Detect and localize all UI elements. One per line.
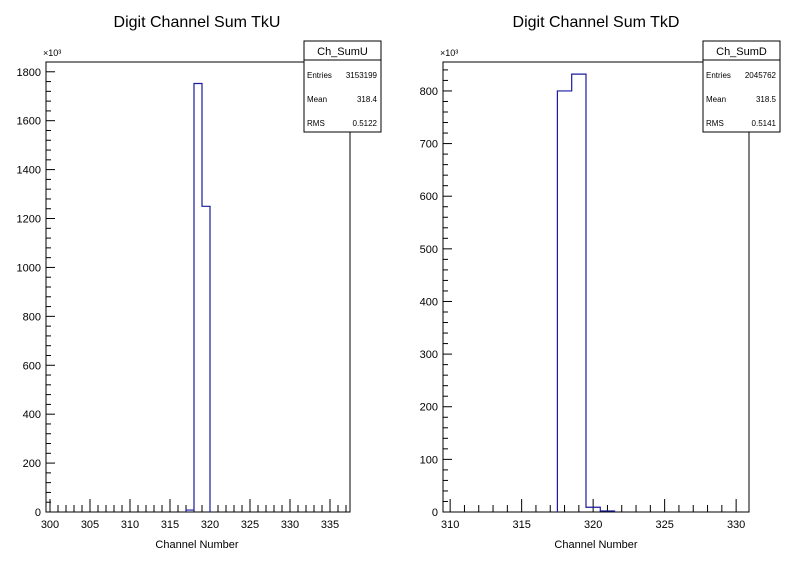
chart-title: Digit Channel Sum TkU bbox=[114, 14, 281, 31]
y-tick-label: 1000 bbox=[17, 262, 41, 274]
y-tick-label: 1800 bbox=[17, 67, 41, 79]
y-tick-label: 600 bbox=[23, 360, 41, 372]
x-tick-label: 300 bbox=[41, 519, 59, 531]
x-tick-label: 325 bbox=[655, 519, 673, 531]
y-tick-label: 500 bbox=[420, 244, 438, 256]
stats-box-frame bbox=[303, 40, 382, 133]
x-tick-label: 310 bbox=[121, 519, 139, 531]
histogram-outline bbox=[185, 82, 211, 512]
x-tick-label: 335 bbox=[321, 519, 339, 531]
x-axis-label: Channel Number bbox=[155, 539, 238, 551]
histogram-outline bbox=[556, 73, 616, 512]
y-tick-label: 800 bbox=[420, 86, 438, 98]
y-tick-label: 0 bbox=[432, 507, 438, 519]
histogram-bin bbox=[202, 206, 210, 512]
x-tick-label: 315 bbox=[512, 519, 530, 531]
stats-label: Mean bbox=[706, 95, 726, 104]
histogram-panel-1: Digit Channel Sum TkU 300 305 310 315 320 325 3… bbox=[17, 14, 382, 551]
y-tick-label: 400 bbox=[23, 409, 41, 421]
stats-box: Ch_SumD Entries 2045762 Mean 318.5 RMS 0.5141 bbox=[702, 40, 781, 133]
stats-value: 318.4 bbox=[357, 95, 378, 104]
stats-label: RMS bbox=[706, 119, 724, 128]
stats-value: 0.5141 bbox=[752, 119, 777, 128]
x-tick-label: 320 bbox=[201, 519, 219, 531]
stats-box: Ch_SumU Entries 3153199 Mean 318.4 RMS 0.5122 bbox=[303, 40, 382, 133]
stats-histogram-name: Ch_SumU bbox=[317, 46, 368, 58]
stats-histogram-name: Ch_SumD bbox=[716, 46, 767, 58]
x-tick-label: 305 bbox=[81, 519, 99, 531]
stats-label: Entries bbox=[307, 71, 332, 80]
x-tick-label: 310 bbox=[441, 519, 459, 531]
y-tick-label: 0 bbox=[35, 507, 41, 519]
y-axis-multiplier: ×10³ bbox=[440, 48, 458, 58]
y-tick-label: 800 bbox=[23, 311, 41, 323]
stats-box-frame bbox=[702, 40, 781, 133]
y-tick-label: 600 bbox=[420, 191, 438, 203]
histogram-panel-2: Digit Channel Sum TkD 310 315 320 325 330 0 100… bbox=[420, 14, 781, 551]
stats-value: 318.5 bbox=[756, 95, 777, 104]
y-tick-label: 1400 bbox=[17, 165, 41, 177]
x-tick-label: 315 bbox=[161, 519, 179, 531]
y-axis-multiplier: ×10³ bbox=[43, 48, 61, 58]
y-tick-label: 1200 bbox=[17, 214, 41, 226]
y-tick-label: 1600 bbox=[17, 116, 41, 128]
stats-value: 0.5122 bbox=[353, 119, 378, 128]
y-tick-label: 400 bbox=[420, 296, 438, 308]
chart-title: Digit Channel Sum TkD bbox=[513, 14, 680, 31]
stats-value: 2045762 bbox=[745, 71, 777, 80]
x-tick-label: 325 bbox=[241, 519, 259, 531]
y-tick-label: 700 bbox=[420, 139, 438, 151]
y-tick-label: 200 bbox=[23, 458, 41, 470]
y-tick-label: 300 bbox=[420, 349, 438, 361]
stats-label: Mean bbox=[307, 95, 327, 104]
plot-frame bbox=[442, 61, 750, 513]
x-tick-label: 330 bbox=[727, 519, 745, 531]
x-axis-label: Channel Number bbox=[554, 539, 637, 551]
x-tick-label: 330 bbox=[281, 519, 299, 531]
stats-label: Entries bbox=[706, 71, 731, 80]
stats-label: RMS bbox=[307, 119, 325, 128]
histogram-bin bbox=[572, 74, 586, 512]
y-tick-label: 200 bbox=[420, 402, 438, 414]
histogram-bin bbox=[557, 91, 571, 512]
x-tick-label: 320 bbox=[584, 519, 602, 531]
y-tick-label: 100 bbox=[420, 454, 438, 466]
histogram-bin bbox=[194, 84, 202, 512]
stats-value: 3153199 bbox=[346, 71, 378, 80]
